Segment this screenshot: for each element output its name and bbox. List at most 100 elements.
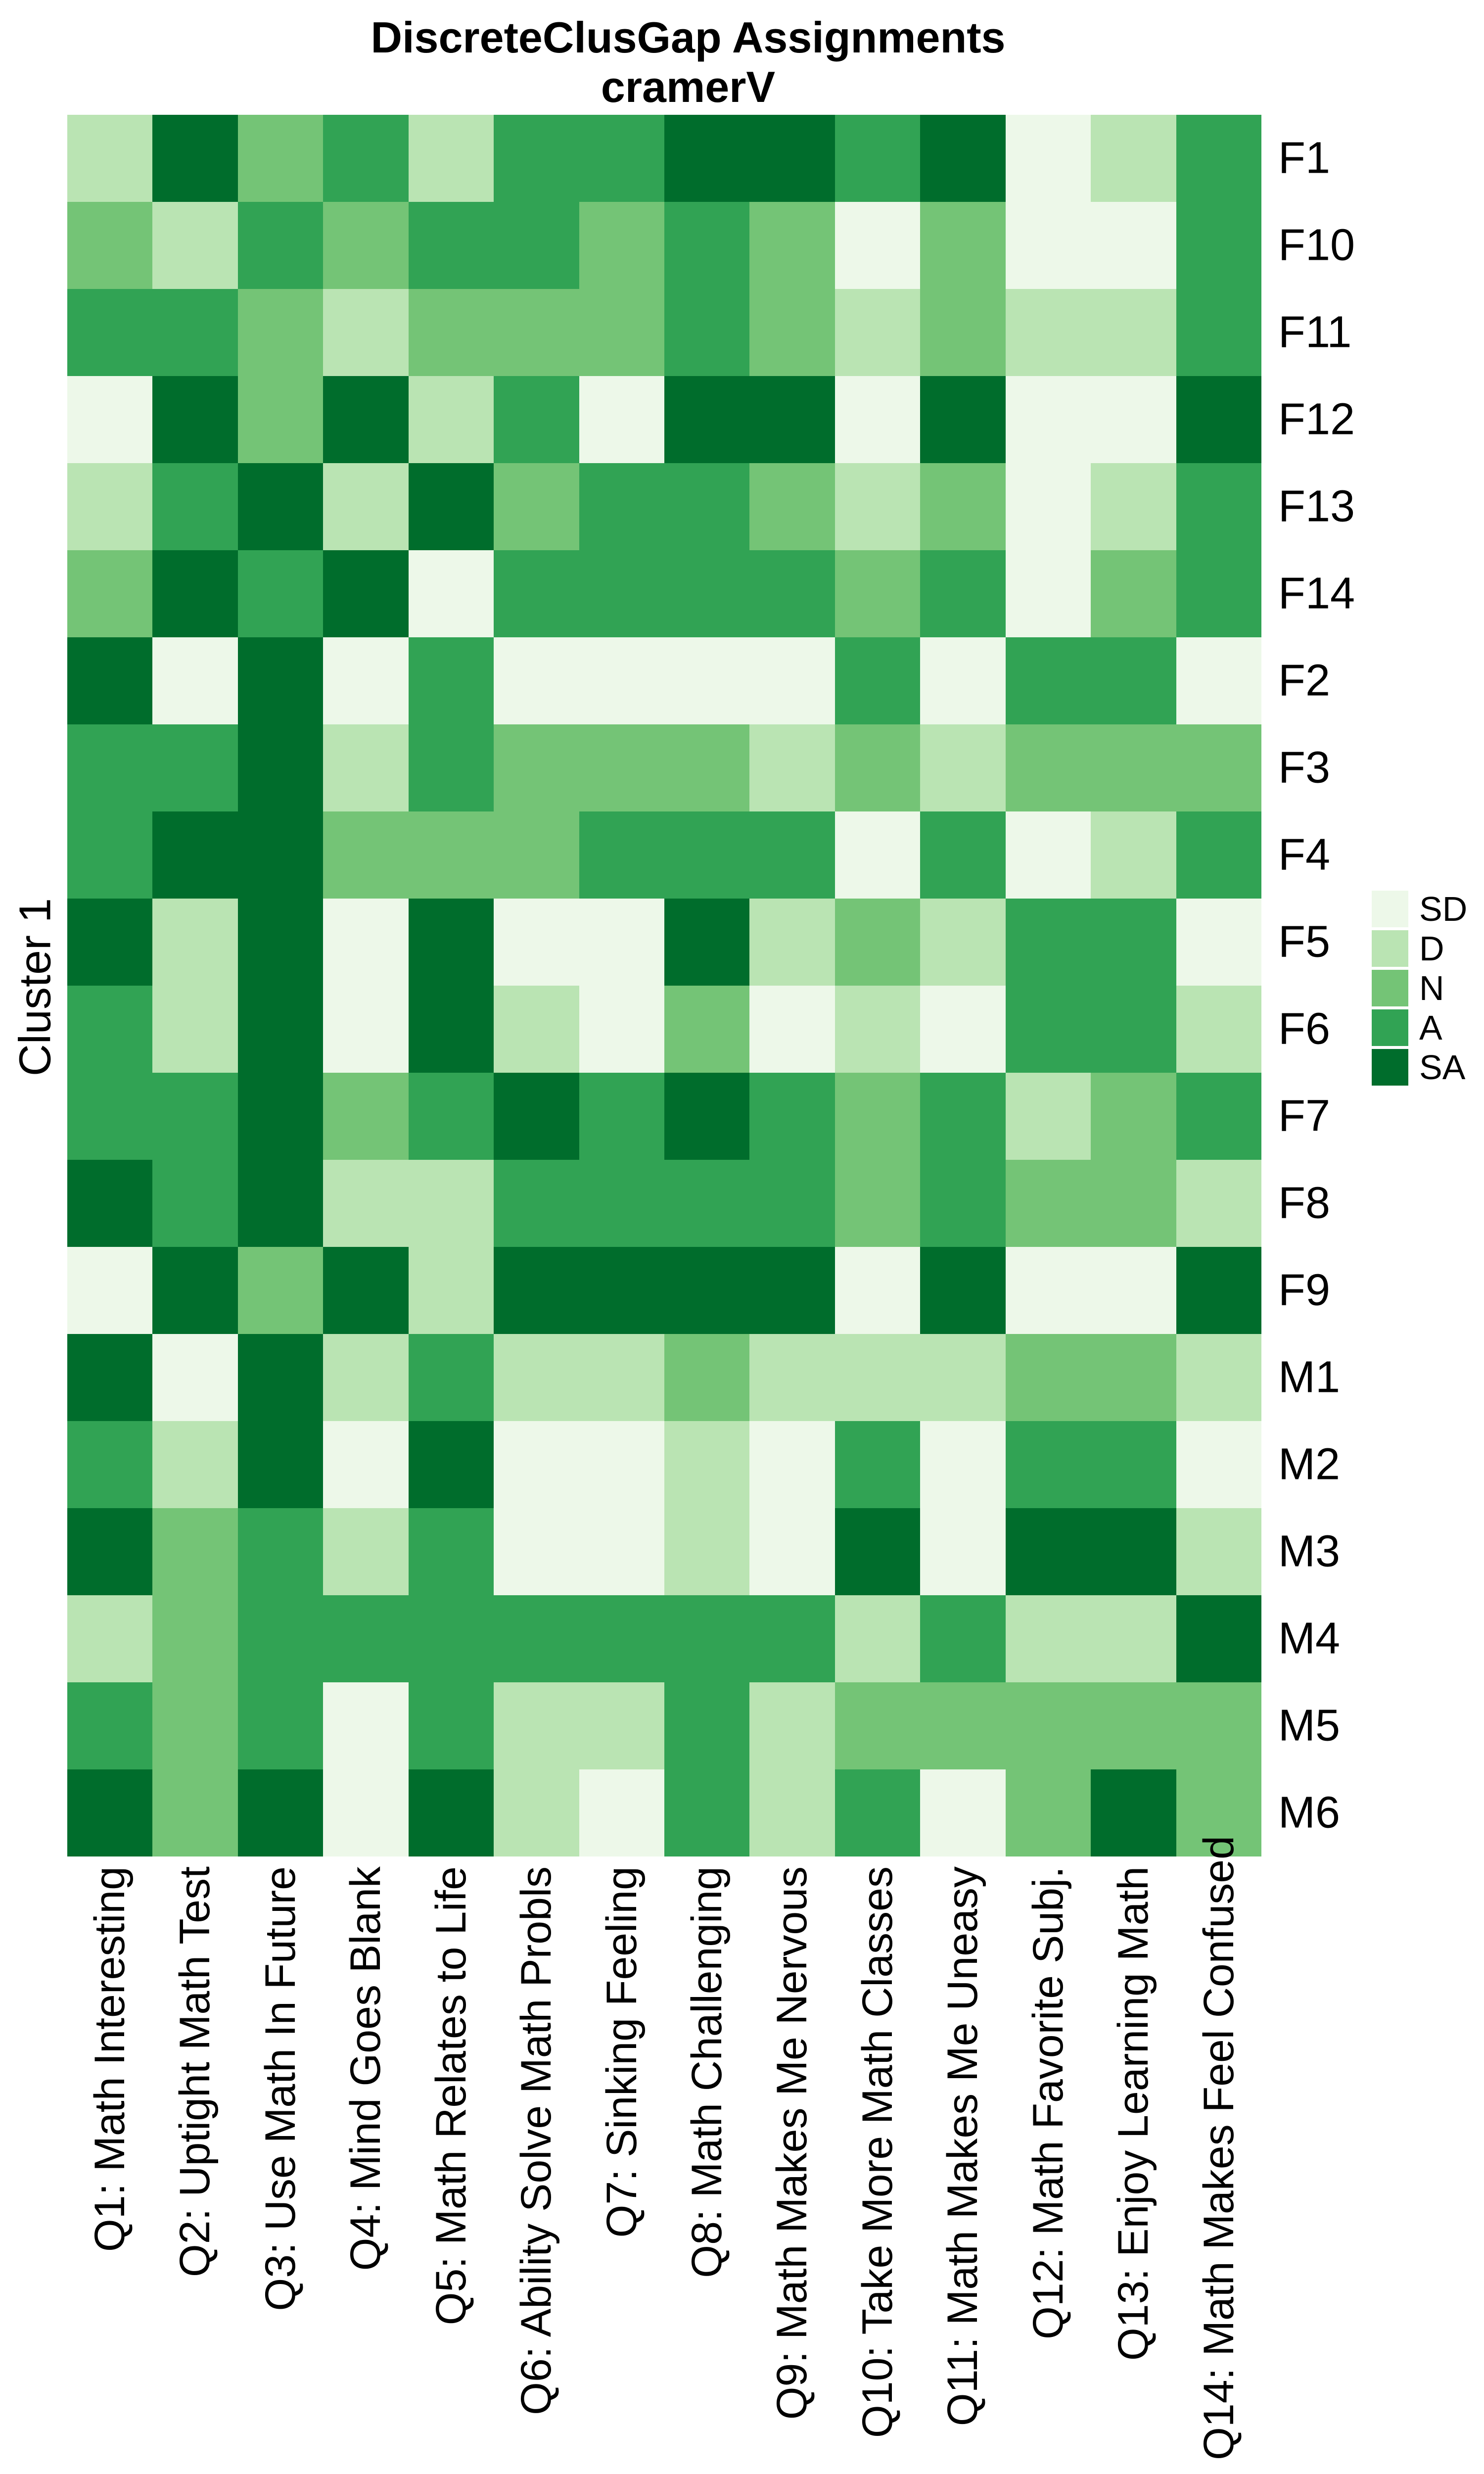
heatmap-cell <box>408 1595 494 1682</box>
heatmap-cell <box>1091 115 1176 202</box>
heatmap-cell <box>323 463 409 550</box>
heatmap-cell <box>1005 1160 1091 1247</box>
heatmap-cell <box>494 811 579 899</box>
heatmap-cell <box>494 1769 579 1856</box>
heatmap-cell <box>323 1595 409 1682</box>
legend-label: SD <box>1419 890 1468 928</box>
heatmap-cell <box>664 1073 750 1160</box>
row-label: M3 <box>1278 1526 1341 1576</box>
heatmap-cell <box>494 1595 579 1682</box>
heatmap-cell <box>237 899 324 986</box>
heatmap-cell <box>494 202 579 289</box>
heatmap-cell <box>835 376 921 463</box>
heatmap-cell <box>1005 202 1091 289</box>
col-label: Q1: Math Interesting <box>86 1866 134 2252</box>
heatmap-cell <box>67 1421 153 1508</box>
heatmap-cell <box>237 986 324 1073</box>
heatmap-cell <box>579 289 664 376</box>
row-label: F8 <box>1278 1178 1331 1228</box>
heatmap-cell <box>1005 811 1091 899</box>
heatmap-cell <box>579 1073 664 1160</box>
heatmap-cell <box>67 724 153 811</box>
heatmap-cell <box>835 637 921 724</box>
heatmap-cell <box>152 1421 238 1508</box>
heatmap-cell <box>152 899 238 986</box>
heatmap-cell <box>749 1160 835 1247</box>
heatmap-cell <box>1005 1508 1091 1595</box>
heatmap-cell <box>408 115 494 202</box>
heatmap-cell <box>152 1508 238 1595</box>
heatmap-cell <box>408 724 494 811</box>
row-label: M5 <box>1278 1701 1341 1751</box>
heatmap-cell <box>152 986 238 1073</box>
heatmap-cell <box>1091 1769 1176 1856</box>
heatmap-cell <box>579 1334 664 1421</box>
heatmap-cell <box>1176 1247 1261 1334</box>
heatmap-cell <box>152 1334 238 1421</box>
heatmap-cell <box>152 637 238 724</box>
legend-label: N <box>1419 969 1444 1007</box>
heatmap-cell <box>1091 986 1176 1073</box>
heatmap-cell <box>664 899 750 986</box>
row-label: F7 <box>1278 1091 1331 1141</box>
heatmap-cell <box>1005 289 1091 376</box>
heatmap-cell <box>1091 376 1176 463</box>
col-label: Q11: Math Makes Me Uneasy <box>939 1866 987 2426</box>
heatmap-cell <box>664 1769 750 1856</box>
legend-entry: SD <box>1372 891 1467 927</box>
heatmap-cell <box>749 289 835 376</box>
col-label: Q9: Math Makes Me Nervous <box>768 1866 816 2420</box>
heatmap-cell <box>494 637 579 724</box>
row-label: F10 <box>1278 220 1355 270</box>
heatmap-cell <box>664 1247 750 1334</box>
heatmap-cell <box>494 376 579 463</box>
heatmap-cell <box>237 1073 324 1160</box>
heatmap-cell <box>237 811 324 899</box>
heatmap-cell <box>579 811 664 899</box>
heatmap-cell <box>408 1421 494 1508</box>
heatmap-cell <box>579 376 664 463</box>
heatmap-cell <box>920 1334 1006 1421</box>
heatmap-cell <box>408 811 494 899</box>
heatmap-cell <box>323 1769 409 1856</box>
heatmap-cell <box>67 202 153 289</box>
heatmap-cell <box>749 811 835 899</box>
heatmap-cell <box>1176 1682 1261 1769</box>
heatmap-cell <box>835 1334 921 1421</box>
heatmap-cell <box>408 463 494 550</box>
heatmap-cell <box>408 1508 494 1595</box>
heatmap-cell <box>67 986 153 1073</box>
heatmap-cell <box>1176 289 1261 376</box>
heatmap-cell <box>494 1160 579 1247</box>
heatmap-cell <box>749 463 835 550</box>
heatmap-cell <box>1005 1421 1091 1508</box>
heatmap-cell <box>579 550 664 637</box>
heatmap-cell <box>664 550 750 637</box>
heatmap-cell <box>152 463 238 550</box>
heatmap-cell <box>323 1682 409 1769</box>
heatmap-cell <box>1005 637 1091 724</box>
heatmap-cell <box>408 550 494 637</box>
heatmap-cell <box>1005 1073 1091 1160</box>
heatmap-cell <box>749 1334 835 1421</box>
heatmap-cell <box>579 1508 664 1595</box>
heatmap-cell <box>152 1682 238 1769</box>
heatmap-cell <box>1091 724 1176 811</box>
heatmap-cell <box>67 1073 153 1160</box>
heatmap-cell <box>579 1769 664 1856</box>
heatmap-cell <box>920 1247 1006 1334</box>
heatmap-cell <box>323 724 409 811</box>
heatmap-cell <box>835 811 921 899</box>
heatmap-cell <box>67 463 153 550</box>
heatmap-cell <box>579 986 664 1073</box>
heatmap-cell <box>749 724 835 811</box>
heatmap-cell <box>579 115 664 202</box>
heatmap-cell <box>579 637 664 724</box>
heatmap-cell <box>1091 1334 1176 1421</box>
heatmap-cell <box>1005 1769 1091 1856</box>
heatmap-cell <box>835 289 921 376</box>
legend-entry: N <box>1372 970 1467 1006</box>
heatmap-cell <box>1005 550 1091 637</box>
heatmap-cell <box>1091 1160 1176 1247</box>
heatmap-cell <box>323 202 409 289</box>
